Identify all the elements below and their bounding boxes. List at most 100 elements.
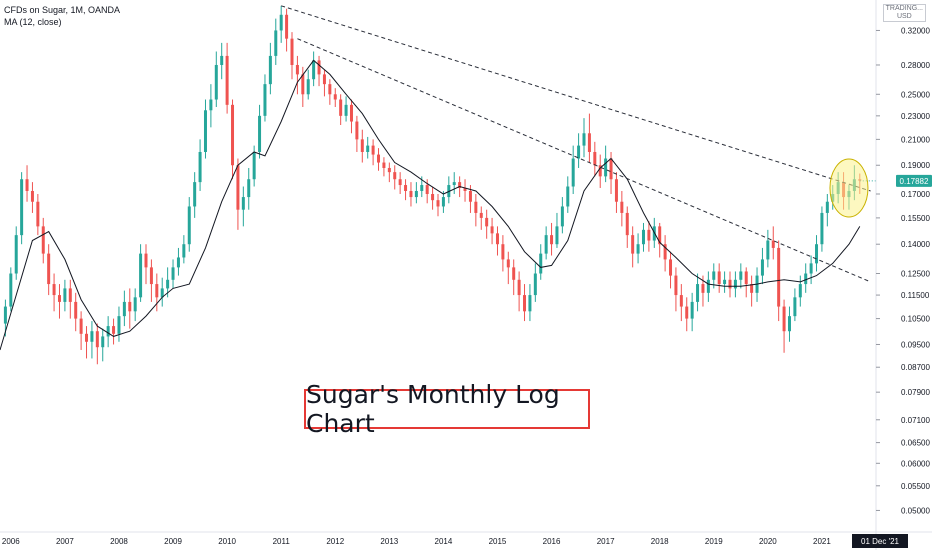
candle-body [122,301,126,317]
candle-body [366,145,370,152]
x-tick-label: 2016 [543,537,561,546]
y-tick-label: 0.32000 [901,26,930,35]
candle-body [231,104,235,166]
candle-body [47,253,51,285]
candle-body [414,190,418,198]
candle-body [149,267,153,285]
cursor-date-label: 01 Dec '21 [861,537,900,546]
candle-body [512,267,516,280]
candle-body [777,247,781,307]
candle-body [717,271,721,285]
candle-body [176,257,180,268]
candle-body [160,288,164,298]
candle-body [295,64,299,75]
candle-body [274,30,278,56]
candle-body [387,167,391,173]
candle-body [382,162,386,168]
candle-body [495,233,499,245]
candle-body [333,94,337,100]
x-tick-label: 2015 [489,537,507,546]
chart-annotation-box[interactable]: Sugar's Monthly Log Chart [304,380,590,438]
x-tick-label: 2012 [326,537,344,546]
candle-body [733,279,737,289]
candle-body [636,244,640,254]
currency-line-2: USD [896,13,912,20]
candle-body [458,182,462,188]
y-tick-label: 0.05500 [901,482,930,491]
candle-body [544,235,548,254]
x-tick-label: 2006 [2,537,20,546]
candle-body [782,306,786,332]
y-tick-label: 0.06000 [901,459,930,468]
candle-body [647,229,651,241]
y-tick-label: 0.23000 [901,112,930,121]
candle-body [609,158,613,180]
y-tick-label: 0.19000 [901,161,930,170]
candle-body [209,99,213,111]
candle-body [490,226,494,234]
candle-body [279,14,283,31]
candle-body [631,235,635,254]
candle-body [14,235,18,274]
candle-body [550,235,554,245]
candle-body [728,279,732,289]
candle-body [9,273,13,307]
candle-body [290,38,294,65]
candle-body [685,306,689,319]
currency-badge[interactable]: TRADING... USD [882,4,926,22]
candle-body [739,271,743,280]
candle-body [360,139,364,152]
candle-body [393,172,397,180]
candle-body [804,273,808,285]
cursor-date-tag [852,534,908,548]
ma-layer [0,59,861,351]
candle-body [30,190,34,202]
candle-body [322,74,326,85]
y-axis[interactable]: 0.32000 0.28000 0.25000 0.23000 0.21000 0.190… [875,0,932,550]
candle-body [63,288,67,302]
y-tick-label: 0.14000 [901,240,930,249]
candle-body [771,240,775,248]
candle-body [95,331,99,348]
highlight-ellipse [829,158,869,218]
candle-body [452,182,456,186]
y-tick-label: 0.07100 [901,416,930,425]
candle-body [809,263,813,274]
y-tick-label: 0.15500 [901,214,930,223]
candle-body [285,14,289,39]
candle-body [101,336,105,348]
candle-body [258,115,262,152]
highlight-layer [829,158,869,218]
candle-body [523,295,527,312]
candle-body [52,284,56,296]
candle-body [214,64,218,100]
chart-legend: CFDs on Sugar, 1M, OANDA MA (12, close) [4,4,120,28]
candle-body [582,133,586,146]
x-axis[interactable]: 2006 2007 2008 2009 2010 2011 2012 2013 2014 2015… [0,531,932,548]
x-tick-label: 2007 [56,537,74,546]
candle-body [485,217,489,227]
symbol-label[interactable]: CFDs on Sugar, 1M, OANDA [4,5,121,15]
candle-body [74,301,78,319]
candle-body [193,182,197,207]
candle-body [425,185,429,195]
candle-body [431,194,435,201]
candle-body [706,279,710,293]
candle-body [57,295,61,302]
candle-body [225,55,229,105]
x-tick-label: 2009 [164,537,182,546]
candle-body [301,74,305,95]
candle-body [344,104,348,116]
candle-body [3,306,7,324]
x-tick-label: 2013 [380,537,398,546]
candle-body [566,186,570,207]
candle-body [252,151,256,180]
indicator-label[interactable]: MA (12, close) [4,17,62,27]
candle-body [820,212,824,245]
candle-body [41,226,45,254]
candle-body [468,190,472,202]
candle-body [760,259,764,276]
candle-body [641,229,645,245]
